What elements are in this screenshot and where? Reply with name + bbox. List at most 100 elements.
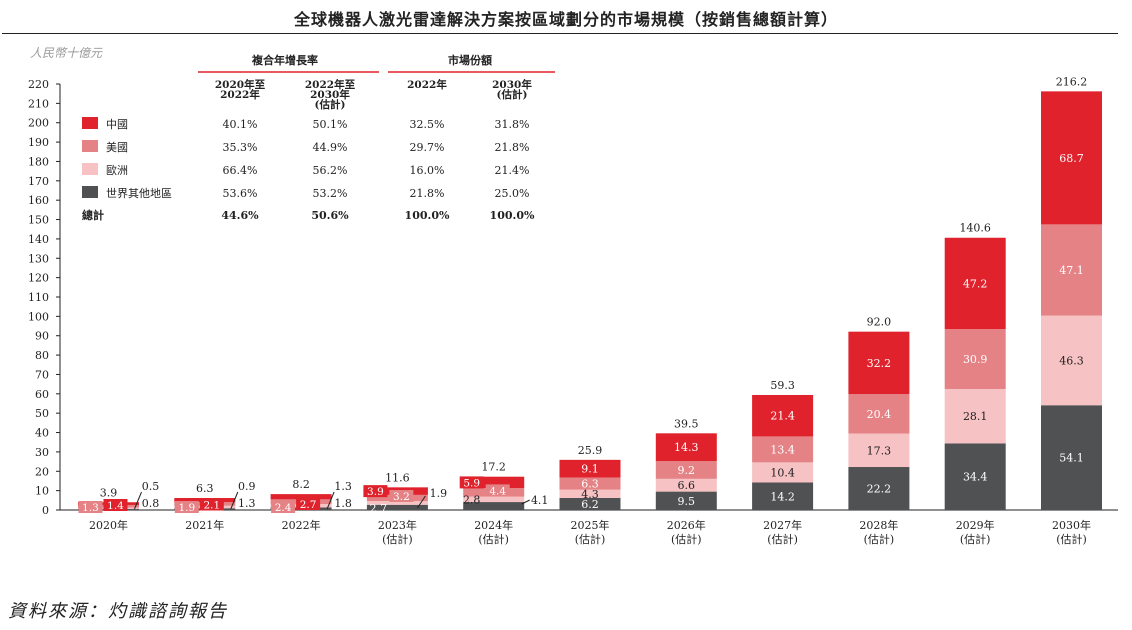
- y-tick-label: 90: [35, 330, 49, 343]
- bar-segment: [655, 461, 717, 479]
- bar-stack: 17.25.9 4.4 2.8 4.1 2024年(估計): [459, 461, 549, 546]
- bar-value-label: 4.1: [531, 494, 549, 507]
- table-cell: 53.6%: [223, 187, 258, 200]
- bar-value-label: 1.4: [107, 500, 124, 512]
- bar-value-label: 28.1: [963, 410, 988, 423]
- bar-stack: 34.4 28.1 30.9 47.2 140.6 2029年(估計): [944, 222, 1006, 546]
- table-cell: 66.4%: [223, 164, 258, 177]
- total-row-cell: 50.6%: [311, 209, 349, 222]
- bar-segment: [270, 494, 332, 500]
- bar-value-label: 4.3: [581, 488, 599, 501]
- bar-value-label-box: 4.4: [485, 484, 510, 497]
- y-tick-label: 20: [35, 465, 49, 478]
- y-tick-label: 210: [28, 97, 49, 110]
- bar-total-label: 17.2: [481, 461, 506, 474]
- bar-segment: [655, 478, 717, 492]
- y-tick-label: 100: [28, 310, 49, 323]
- bar-total-label: 3.9: [100, 486, 118, 499]
- bar-segment: [1041, 224, 1102, 316]
- bar-value-label: 6.3: [581, 478, 599, 491]
- bar-segment: [655, 491, 717, 510]
- bar-total-label: 59.3: [770, 379, 795, 392]
- bar-value-label: 17.3: [867, 444, 892, 457]
- y-tick-label: 180: [28, 155, 49, 168]
- legend-label: 歐洲: [106, 163, 128, 177]
- bar-segment: [752, 482, 814, 510]
- x-tick-label: 2024年: [474, 518, 513, 532]
- bar-total-label: 8.2: [292, 478, 310, 491]
- bar-segment: [752, 436, 814, 463]
- table-cell: 21.8%: [495, 141, 530, 154]
- label-box: [271, 501, 296, 513]
- bar-value-label: 1.8: [334, 497, 352, 510]
- bar-segment: [366, 504, 428, 510]
- bar-stack: 6.24.36.3 9.1 25.9 2025年(估計): [559, 444, 621, 546]
- bar-total-label: 6.3: [196, 482, 214, 495]
- bar-segment: [463, 496, 525, 503]
- label-box: [485, 484, 510, 497]
- x-tick-estimate-label: (估計): [767, 532, 798, 546]
- bar-value-label-box: 5.9: [459, 476, 484, 489]
- y-tick-label: 160: [28, 194, 49, 207]
- bar-value-label-box: 1.3: [78, 501, 103, 514]
- label-box: [459, 476, 484, 489]
- table-cell: 35.3%: [223, 141, 258, 154]
- cagr-header: 複合年增長率: [251, 53, 318, 67]
- x-tick-label: 2022年: [282, 518, 321, 532]
- total-row-cell: 100.0%: [405, 209, 450, 222]
- table-column-header: 2030年(估計): [492, 78, 532, 101]
- y-tick-label: 60: [35, 388, 49, 401]
- bar-value-label: 6.6: [678, 479, 696, 492]
- legend-swatch: [82, 186, 98, 198]
- bar-segment: [1041, 405, 1102, 510]
- bar-total-label: 25.9: [578, 444, 603, 457]
- bar-stack: 8.22.4 2.7 1.3 1.8 2022年: [270, 478, 352, 532]
- total-row-label: 總計: [82, 208, 104, 222]
- unit-label: 人民幣十億元: [30, 46, 103, 60]
- label-box: [199, 498, 224, 511]
- legend-swatch: [82, 140, 98, 152]
- bar-value-label-box: 2.1: [199, 498, 224, 512]
- bar-value-label-box: 2.4: [271, 501, 296, 514]
- legend-swatch: [82, 163, 98, 175]
- bar-value-label: 9.5: [678, 495, 696, 508]
- bar-stack: 3.91.3 1.4 0.5 0.8 2020年: [78, 480, 159, 532]
- total-row-cell: 44.6%: [221, 209, 259, 222]
- bar-segment: [559, 459, 621, 478]
- bar-value-label: 1.3: [238, 497, 256, 510]
- source-note: 資料來源：灼識諮詢報告: [8, 601, 228, 622]
- bar-stack: 6.31.9 2.1 0.9 1.3 2021年: [174, 480, 256, 532]
- table-cell: 50.1%: [313, 118, 348, 131]
- bar-value-label: 4.4: [489, 485, 506, 497]
- y-tick-label: 200: [28, 117, 49, 130]
- bar-segment: [944, 443, 1006, 510]
- bar-value-label: 3.9: [367, 486, 384, 498]
- table-cell: 44.9%: [313, 141, 348, 154]
- bar-segment: [848, 467, 910, 510]
- bar-segment: [559, 497, 621, 510]
- bar-value-label: 46.3: [1059, 354, 1084, 367]
- x-tick-label: 2026年: [667, 518, 706, 532]
- x-tick-estimate-label: (估計): [671, 532, 702, 546]
- bar-segment: [1041, 315, 1102, 406]
- bar-value-label: 0.5: [142, 480, 160, 493]
- bar-segment: [944, 237, 1006, 330]
- bar-value-label: 2.8: [463, 493, 481, 506]
- bar-value-label: 47.1: [1059, 264, 1084, 277]
- bar-segment: [848, 394, 910, 434]
- label-box: [363, 485, 388, 498]
- table-cell: 21.4%: [495, 164, 530, 177]
- bar-segment: [1041, 91, 1102, 225]
- bar-stack: 54.1 46.3 47.1 68.7 216.2 2030年(估計): [1041, 75, 1102, 546]
- bar-value-label: 34.4: [963, 471, 988, 484]
- bar-value-label: 68.7: [1059, 152, 1084, 165]
- bar-value-label: 14.3: [674, 441, 699, 454]
- bar-total-label: 39.5: [674, 417, 699, 430]
- y-tick-label: 190: [28, 136, 49, 149]
- bar-value-label-box: 3.2: [389, 489, 414, 503]
- bar-stack: 14.2 10.4 13.4 21.4 59.3 2027年(估計): [752, 379, 814, 546]
- summary-table: 複合年增長率 市場份額 2020年至 2022年 2022年至 2030年(估計) 2022…: [82, 53, 555, 222]
- table-column-header: 2022年至 2030年(估計): [305, 78, 356, 111]
- y-tick-label: 220: [28, 78, 49, 91]
